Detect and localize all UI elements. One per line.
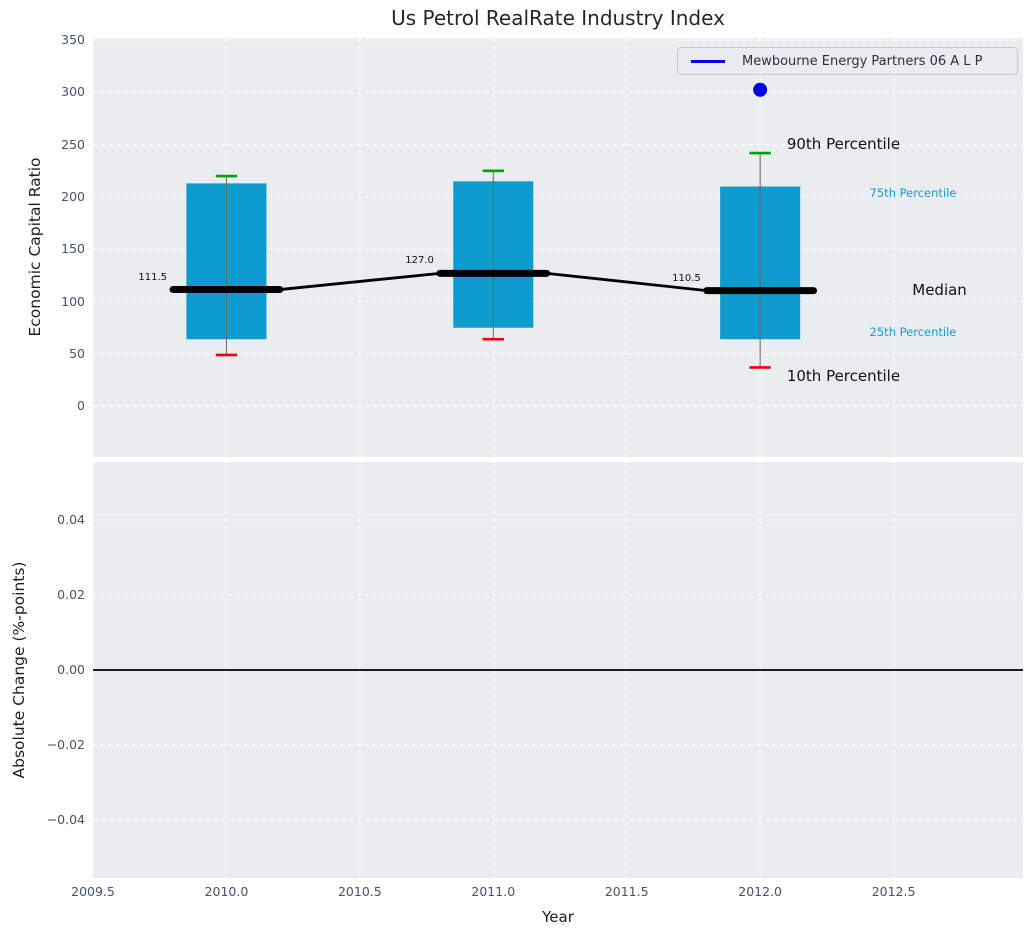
top-y-tick-label: 250 — [61, 136, 85, 152]
boxplot-canvas — [92, 38, 1023, 457]
top-y-tick-label: 150 — [61, 241, 85, 257]
top-y-tick-label: 200 — [61, 188, 85, 204]
top-y-tick-label: 300 — [61, 84, 85, 100]
bottom-y-tick-label: −0.02 — [46, 736, 85, 752]
legend: Mewbourne Energy Partners 06 A L P — [677, 47, 1018, 75]
median-value-label: 111.5 — [138, 271, 168, 283]
bottom-y-tick-label: −0.04 — [46, 811, 85, 827]
annotation-10th-percentile: 10th Percentile — [786, 367, 901, 386]
top-y-tick-label: 350 — [61, 32, 85, 48]
x-tick-label: 2010.5 — [337, 884, 382, 899]
annotation-90th-percentile: 90th Percentile — [786, 134, 901, 153]
median-connector — [279, 271, 441, 291]
legend-label: Mewbourne Energy Partners 06 A L P — [742, 53, 983, 69]
median-connector — [546, 271, 707, 292]
x-tick-label: 2010.0 — [204, 884, 249, 899]
top-plot-area — [92, 38, 1023, 457]
bottom-y-tick-label: 0.02 — [57, 587, 85, 603]
annotation-75th-percentile: 75th Percentile — [869, 185, 957, 200]
change-canvas — [92, 462, 1023, 878]
bottom-y-tick-label: 0.04 — [57, 512, 85, 528]
chart-title: Us Petrol RealRate Industry Index — [391, 6, 725, 30]
bottom-plot-area — [92, 462, 1023, 878]
x-tick-label: 2012.0 — [738, 884, 783, 899]
company-data-point — [753, 82, 768, 97]
x-tick-label: 2011.0 — [471, 884, 516, 899]
legend-line-sample — [691, 59, 725, 63]
x-axis-label: Year — [542, 908, 574, 926]
x-tick-label: 2012.5 — [871, 884, 916, 899]
median-value-label: 110.5 — [672, 272, 701, 284]
x-tick-label: 2011.5 — [604, 884, 649, 899]
top-y-tick-label: 0 — [77, 398, 85, 414]
annotation-25th-percentile: 25th Percentile — [869, 325, 957, 340]
bottom-y-tick-label: 0.00 — [57, 662, 85, 677]
annotation-median: Median — [912, 280, 967, 299]
median-value-label: 127.0 — [405, 255, 434, 267]
x-tick-label: 2009.5 — [71, 884, 115, 899]
top-y-tick-label: 100 — [61, 293, 85, 309]
top-y-tick-label: 50 — [69, 345, 85, 361]
